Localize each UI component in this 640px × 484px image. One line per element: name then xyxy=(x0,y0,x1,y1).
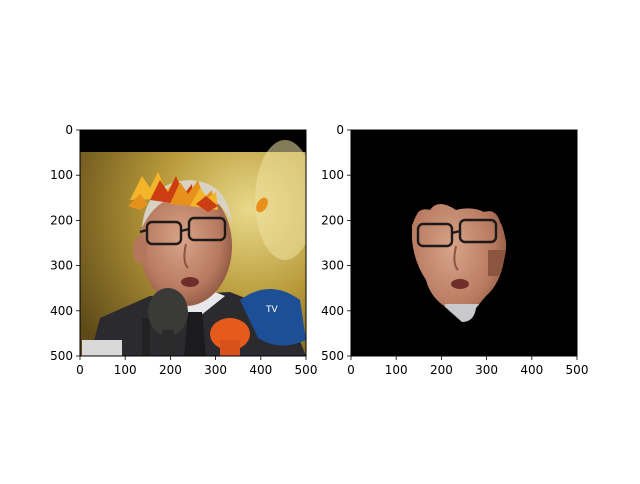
y-tick-label: 300 xyxy=(321,259,344,273)
y-tick-label: 100 xyxy=(50,168,73,182)
x-tick-label: 500 xyxy=(566,363,589,377)
right-mask xyxy=(351,130,577,356)
y-tick-label: 400 xyxy=(50,304,73,318)
left-image-panel: TV xyxy=(79,129,307,357)
glasses xyxy=(139,216,227,246)
svg-text:TV: TV xyxy=(265,305,278,315)
autumn-leaves xyxy=(128,172,268,213)
microphones: TV xyxy=(82,288,306,356)
x-tick-label: 400 xyxy=(249,363,272,377)
x-tick-label: 0 xyxy=(347,363,355,377)
x-tick-label: 500 xyxy=(295,363,318,377)
y-tick-label: 200 xyxy=(50,213,73,227)
y-tick-label: 500 xyxy=(50,349,73,363)
x-tick-label: 100 xyxy=(385,363,408,377)
x-tick-label: 300 xyxy=(204,363,227,377)
x-tick-label: 100 xyxy=(114,363,137,377)
y-tick-label: 0 xyxy=(336,123,344,137)
top-black-band xyxy=(80,130,306,152)
right-image-panel xyxy=(350,129,578,357)
x-tick-label: 200 xyxy=(159,363,182,377)
y-tick-label: 500 xyxy=(321,349,344,363)
x-tick-label: 300 xyxy=(475,363,498,377)
y-tick-label: 0 xyxy=(65,123,73,137)
x-tick-label: 200 xyxy=(430,363,453,377)
y-tick-label: 300 xyxy=(50,259,73,273)
y-tick-label: 400 xyxy=(321,304,344,318)
y-tick-label: 200 xyxy=(321,213,344,227)
left-photo: TV xyxy=(80,130,306,356)
x-tick-label: 0 xyxy=(76,363,84,377)
x-tick-label: 400 xyxy=(520,363,543,377)
y-tick-label: 100 xyxy=(321,168,344,182)
